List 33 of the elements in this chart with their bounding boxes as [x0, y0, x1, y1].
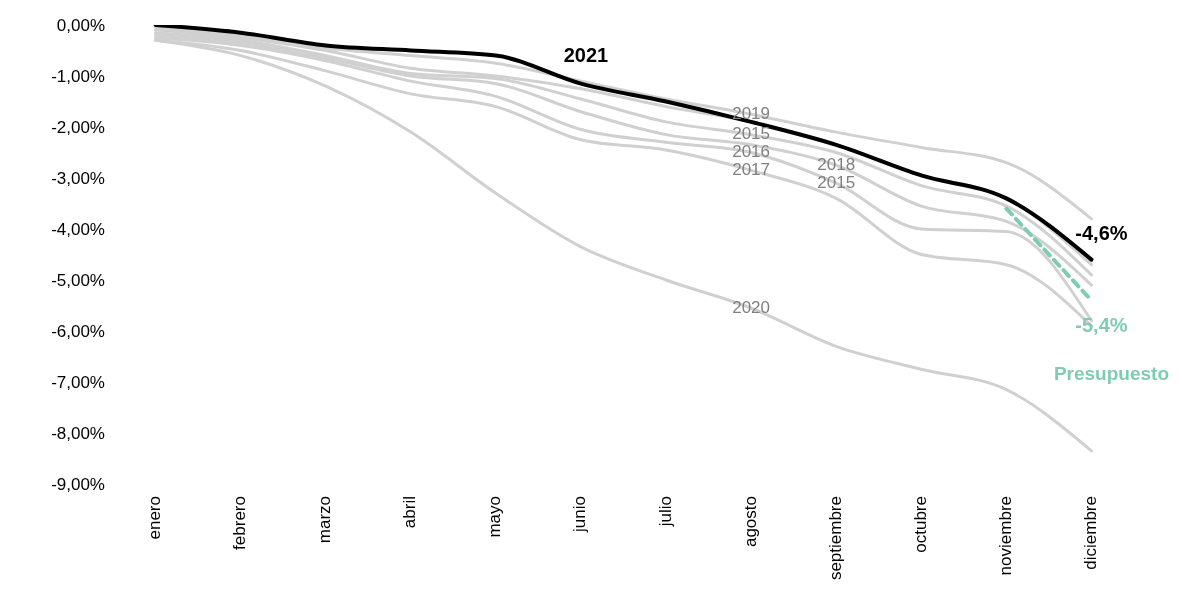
x-tick-label: junio	[570, 496, 590, 533]
y-tick-label: -7,00%	[51, 373, 105, 393]
data-label: -4,6%	[1075, 221, 1128, 244]
annotation: 2015	[732, 124, 771, 144]
x-tick-label: septiembre	[825, 496, 845, 581]
x-tick-label: diciembre	[1080, 496, 1100, 570]
y-tick-label: -3,00%	[51, 169, 105, 189]
y-tick-label: -5,00%	[51, 271, 105, 291]
annotation: 2015	[817, 172, 856, 192]
x-tick-label: octubre	[910, 496, 930, 553]
text: Presupuesto	[1053, 363, 1170, 385]
y-tick-label: -1,00%	[51, 67, 105, 87]
annotation: 2019	[732, 103, 771, 123]
data-label: -5,4%	[1075, 314, 1128, 337]
x-tick-label: marzo	[315, 496, 335, 544]
annotation: 2020	[732, 297, 771, 317]
y-tick-label: -8,00%	[51, 424, 105, 444]
annotation: 2018	[817, 154, 856, 174]
x-tick-label: enero	[145, 496, 165, 540]
x-tick-label: agosto	[740, 496, 760, 548]
x-tick-label: noviembre	[995, 496, 1015, 576]
annotation: 2016	[732, 141, 771, 161]
y-tick-label: 0,00%	[56, 16, 105, 36]
y-tick-label: -4,00%	[51, 220, 105, 240]
annotation: 2017	[732, 159, 771, 179]
y-tick-label: -2,00%	[51, 118, 105, 138]
series-label: 2021	[563, 43, 609, 66]
x-tick-label: julio	[655, 496, 675, 528]
x-tick-label: febrero	[230, 496, 250, 550]
y-tick-label: -9,00%	[51, 475, 105, 495]
x-tick-label: mayo	[485, 496, 505, 538]
y-tick-label: -6,00%	[51, 322, 105, 342]
x-tick-label: abril	[400, 496, 420, 529]
